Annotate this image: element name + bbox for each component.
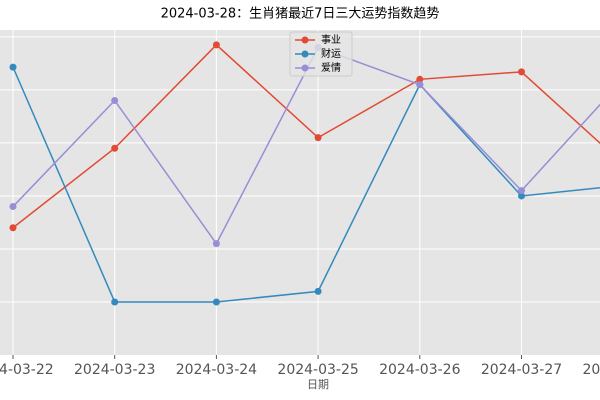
x-tick-label: 2024-03-28 (583, 362, 600, 378)
x-tick-label: 2024-03-23 (74, 362, 155, 378)
point (111, 97, 119, 105)
x-tick-label: 2024-03-27 (481, 362, 562, 378)
x-tick-label: 2024-03-22 (0, 362, 54, 378)
legend-label: 财运 (321, 47, 341, 60)
legend-label: 爱情 (321, 61, 341, 74)
point (314, 134, 322, 142)
legend-label: 事业 (321, 33, 341, 46)
point (111, 298, 119, 306)
point (518, 187, 525, 195)
point (416, 75, 424, 83)
point (9, 203, 17, 211)
point (9, 63, 17, 71)
chart-title: 2024-03-28：生肖猪最近7日三大运势指数趋势 (161, 6, 440, 22)
x-tick-label: 2024-03-24 (176, 362, 257, 378)
x-tick-label: 2024-03-25 (277, 362, 358, 378)
x-axis-label: 日期 (307, 378, 329, 391)
point (212, 41, 220, 49)
x-tick-label: 2024-03-26 (379, 362, 460, 378)
legend-marker (301, 50, 309, 58)
point (111, 144, 119, 152)
point (212, 240, 220, 248)
point (314, 287, 322, 295)
legend-marker (301, 36, 309, 44)
point (518, 192, 525, 200)
point (416, 81, 424, 89)
point (212, 298, 220, 306)
point (518, 68, 525, 76)
legend-marker (301, 64, 309, 72)
point (9, 224, 17, 232)
plot-area (0, 30, 600, 355)
